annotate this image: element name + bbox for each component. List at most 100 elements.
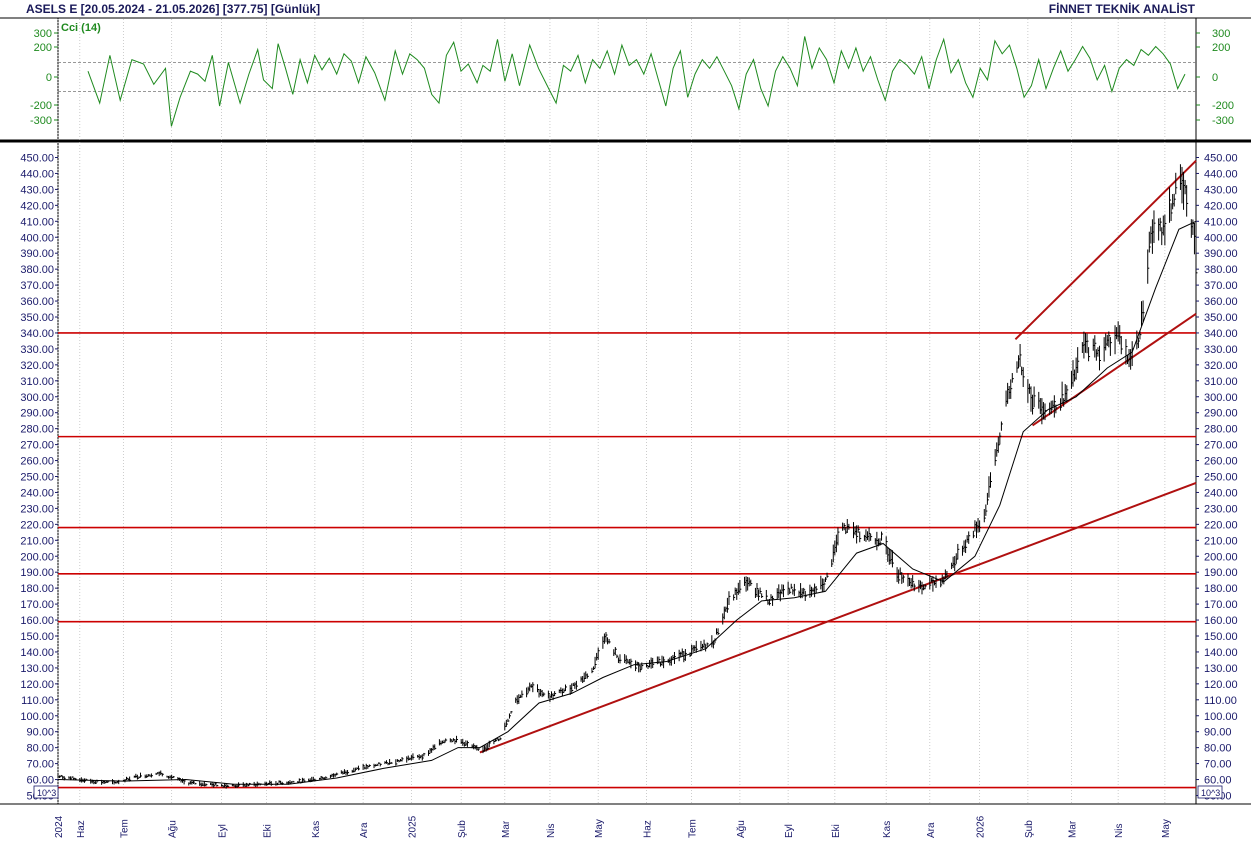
chart-header-title: ASELS E [20.05.2024 - 21.05.2026] [377.7… xyxy=(26,2,321,16)
price-tick-left-20: 250.00 xyxy=(20,472,54,484)
price-tick-right-31: 140.00 xyxy=(1204,647,1238,659)
price-tick-right-21: 240.00 xyxy=(1204,487,1238,499)
price-tick-left-1: 440.00 xyxy=(20,168,54,180)
cci-tick-right-4: -300 xyxy=(1212,115,1234,127)
corner-label-right: 10^3 xyxy=(1197,785,1223,799)
date-tick-22: Mar xyxy=(1067,820,1078,838)
price-tick-right-6: 390.00 xyxy=(1204,248,1238,260)
cci-series-line xyxy=(87,36,1186,127)
date-tick-2: Tem xyxy=(119,819,130,838)
cci-tick-right-1: 200 xyxy=(1212,42,1230,54)
price-tick-right-38: 70.00 xyxy=(1204,759,1232,771)
price-tick-left-38: 70.00 xyxy=(26,759,54,771)
cci-tick-right-0: 300 xyxy=(1212,28,1230,40)
price-tick-right-1: 440.00 xyxy=(1204,168,1238,180)
trend-line-0 xyxy=(479,481,1197,754)
price-tick-left-35: 100.00 xyxy=(20,711,54,723)
price-axis-left: 450.00 440.00 430.00 420.00 410.00 400.00 390.… xyxy=(20,153,58,803)
corner-label-left: 10^3 xyxy=(33,785,59,799)
price-tick-left-31: 140.00 xyxy=(20,647,54,659)
price-tick-right-11: 340.00 xyxy=(1204,328,1238,340)
date-tick-20: 2026 xyxy=(976,815,987,838)
price-tick-right-27: 180.00 xyxy=(1204,583,1238,595)
price-tick-left-36: 90.00 xyxy=(26,727,54,739)
cci-panel-title: Cci (14) xyxy=(61,22,101,34)
date-tick-24: May xyxy=(1161,819,1172,838)
price-tick-left-8: 370.00 xyxy=(20,280,54,292)
price-tick-right-3: 420.00 xyxy=(1204,200,1238,212)
price-tick-right-30: 150.00 xyxy=(1204,631,1238,643)
date-tick-10: Mar xyxy=(501,820,512,838)
price-tick-right-20: 250.00 xyxy=(1204,472,1238,484)
price-tick-right-16: 290.00 xyxy=(1204,408,1238,420)
price-tick-right-32: 130.00 xyxy=(1204,663,1238,675)
trend-line-2 xyxy=(1031,312,1197,427)
price-tick-right-33: 120.00 xyxy=(1204,679,1238,691)
price-tick-left-12: 330.00 xyxy=(20,344,54,356)
price-tick-left-32: 130.00 xyxy=(20,663,54,675)
price-tick-right-35: 100.00 xyxy=(1204,711,1238,723)
price-tick-right-39: 60.00 xyxy=(1204,775,1232,787)
date-tick-1: Haz xyxy=(76,820,87,838)
date-tick-18: Kas xyxy=(882,821,893,838)
price-tick-right-34: 110.00 xyxy=(1204,695,1237,707)
price-tick-right-25: 200.00 xyxy=(1204,551,1238,563)
price-tick-right-13: 320.00 xyxy=(1204,360,1238,372)
date-tick-16: Eyl xyxy=(784,824,795,838)
date-tick-17: Eki xyxy=(831,824,842,838)
brand-label: FİNNET TEKNİK ANALİST xyxy=(1048,2,1195,16)
price-tick-left-23: 220.00 xyxy=(20,519,54,531)
price-tick-left-11: 340.00 xyxy=(20,328,54,340)
price-axis-right: 450.00 440.00 430.00 420.00 410.00 400.00 390.… xyxy=(1196,153,1238,803)
price-tick-left-5: 400.00 xyxy=(20,232,54,244)
date-tick-23: Nis xyxy=(1114,824,1125,838)
corner-label-right-text: 10^3 xyxy=(1201,788,1220,798)
date-tick-6: Kas xyxy=(311,821,322,838)
date-tick-5: Eki xyxy=(263,824,274,838)
price-tick-left-34: 110.00 xyxy=(21,695,54,707)
price-tick-left-4: 410.00 xyxy=(20,216,54,228)
cci-tick-left-1: 200 xyxy=(34,42,52,54)
moving-average-line xyxy=(57,220,1197,785)
date-tick-19: Ara xyxy=(926,822,937,838)
price-tick-left-27: 180.00 xyxy=(20,583,54,595)
price-tick-left-10: 350.00 xyxy=(20,312,54,324)
date-tick-9: Şub xyxy=(457,820,468,838)
date-tick-8: 2025 xyxy=(407,815,418,838)
price-tick-right-5: 400.00 xyxy=(1204,232,1238,244)
price-tick-left-28: 170.00 xyxy=(20,599,54,611)
price-tick-right-23: 220.00 xyxy=(1204,519,1238,531)
price-tick-right-18: 270.00 xyxy=(1204,440,1238,452)
plot-border xyxy=(57,17,1197,805)
price-tick-left-7: 380.00 xyxy=(20,264,54,276)
price-tick-right-17: 280.00 xyxy=(1204,424,1238,436)
price-tick-right-15: 300.00 xyxy=(1204,392,1238,404)
date-tick-0: 2024 xyxy=(54,815,65,838)
date-tick-13: Haz xyxy=(642,820,653,838)
cci-axis-left: 300 200 0 -200 -300 xyxy=(30,28,58,127)
price-tick-left-16: 290.00 xyxy=(20,408,54,420)
price-tick-right-37: 80.00 xyxy=(1204,743,1232,755)
price-tick-right-24: 210.00 xyxy=(1204,535,1238,547)
price-tick-right-19: 260.00 xyxy=(1204,456,1238,468)
price-tick-left-26: 190.00 xyxy=(20,567,54,579)
price-bars xyxy=(57,164,1198,789)
cci-tick-left-4: -300 xyxy=(30,115,52,127)
price-tick-right-0: 450.00 xyxy=(1204,153,1238,165)
date-tick-14: Tem xyxy=(688,819,699,838)
price-tick-right-8: 370.00 xyxy=(1204,280,1238,292)
price-tick-left-24: 210.00 xyxy=(20,535,54,547)
cci-tick-right-2: 0 xyxy=(1212,72,1218,84)
price-tick-right-4: 410.00 xyxy=(1204,216,1238,228)
corner-label-left-text: 10^3 xyxy=(37,788,56,798)
price-tick-left-9: 360.00 xyxy=(20,296,54,308)
price-tick-left-17: 280.00 xyxy=(20,424,54,436)
price-tick-right-12: 330.00 xyxy=(1204,344,1238,356)
price-tick-left-30: 150.00 xyxy=(20,631,54,643)
trend-lines xyxy=(479,159,1197,754)
price-tick-right-7: 380.00 xyxy=(1204,264,1238,276)
vertical-grid xyxy=(57,19,1166,803)
date-tick-15: Ağu xyxy=(736,820,747,838)
cci-tick-left-0: 300 xyxy=(34,28,52,40)
